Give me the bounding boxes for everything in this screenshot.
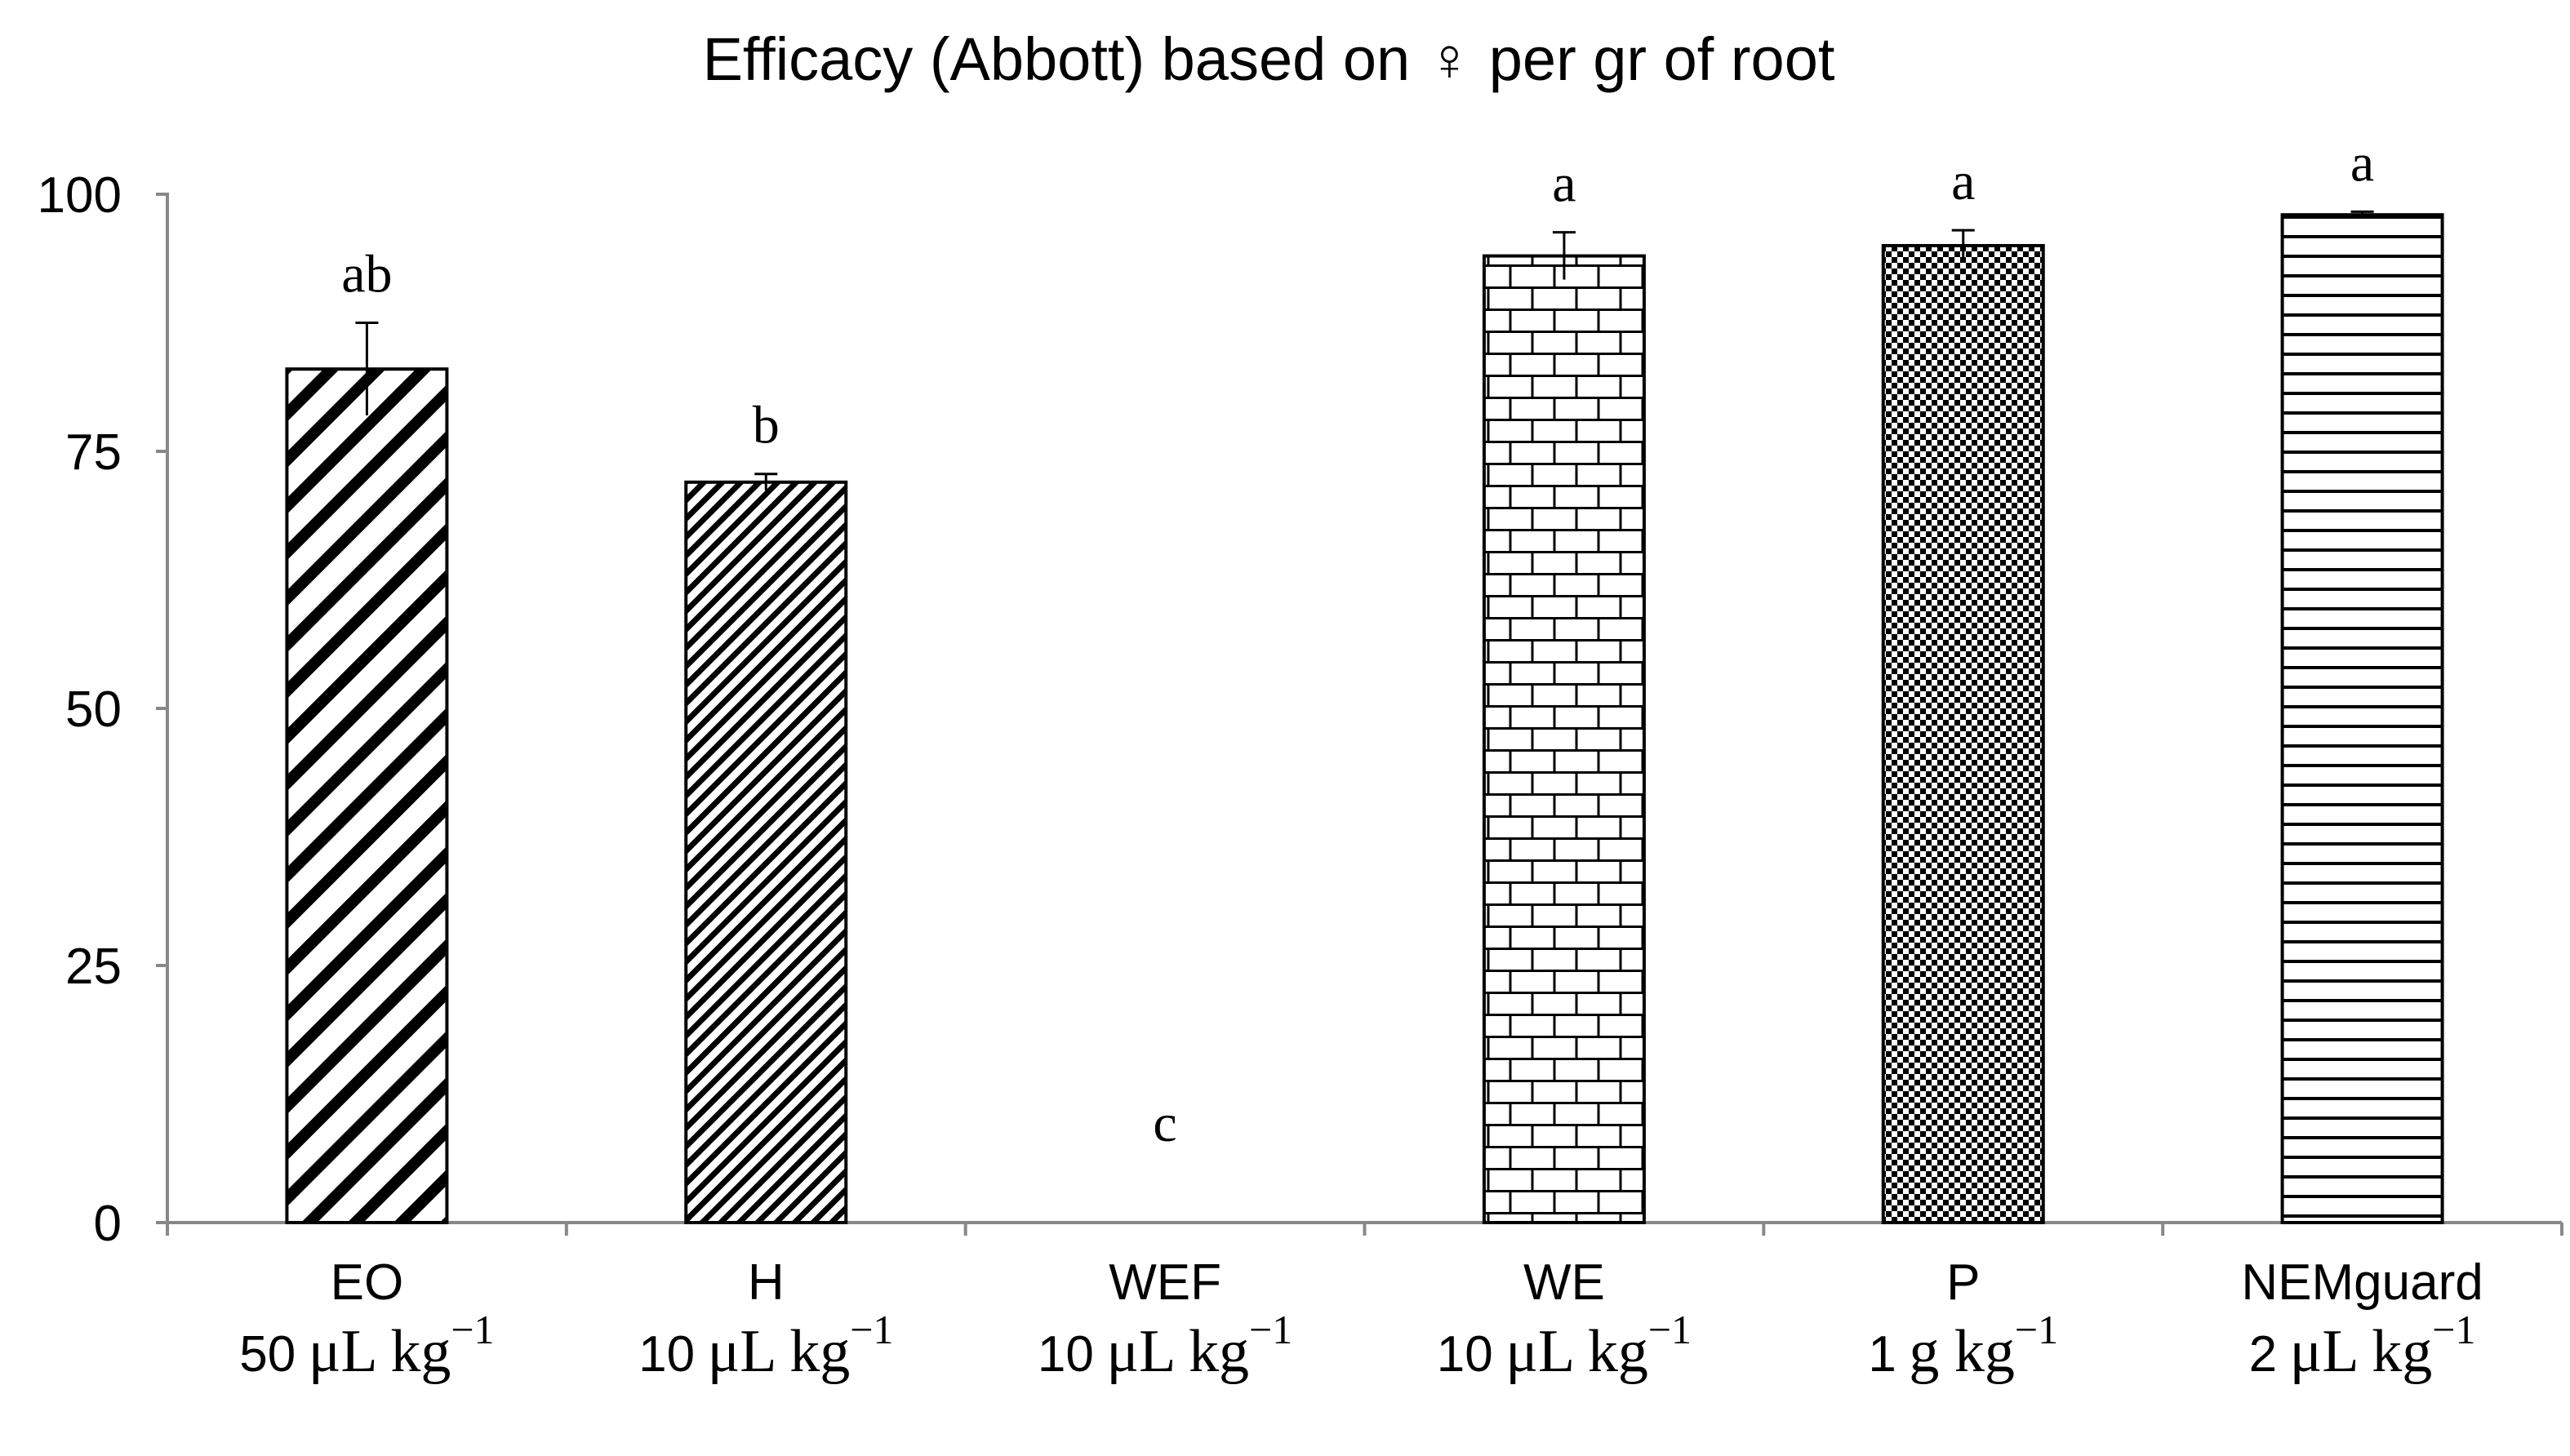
x-category-label: EO [331,1254,404,1311]
significance-letter: ab [341,245,392,304]
bar-h [684,480,848,1224]
y-tick-label: 75 [65,424,122,481]
dose-space [1493,1327,1506,1383]
x-dose-label: 10 μL kg−1 [638,1307,893,1385]
x-category-label: WE [1523,1254,1605,1311]
dose-exponent: −1 [850,1307,893,1352]
dose-value: 1 [1868,1326,1896,1383]
dose-value: 10 [1437,1326,1493,1383]
dose-space [2277,1327,2290,1383]
x-category-label: H [748,1254,785,1311]
y-tick-label: 25 [65,939,122,995]
bar-nemguard [2280,213,2444,1225]
dose-unit: μL kg [1505,1318,1648,1385]
bar-we [1482,254,1646,1225]
x-category-label: P [1946,1254,1980,1311]
significance-letter: a [1552,154,1576,214]
y-tick-label: 50 [65,681,122,738]
significance-letter: a [2350,133,2374,193]
dose-exponent: −1 [451,1307,494,1352]
x-dose-label: 50 μL kg−1 [239,1307,494,1385]
dose-space [1896,1327,1910,1383]
y-tick-label: 0 [94,1196,122,1252]
dose-value: 50 [239,1326,296,1383]
dose-unit: g kg [1909,1318,2015,1385]
dose-exponent: −1 [2432,1307,2475,1352]
dose-unit: μL kg [708,1318,851,1385]
dose-exponent: −1 [1648,1307,1692,1352]
dose-space [695,1327,708,1383]
dose-unit: μL kg [309,1318,451,1385]
dose-value: 2 [2249,1326,2277,1383]
dose-value: 10 [1038,1326,1094,1383]
dose-value: 10 [638,1326,695,1383]
x-category-label: NEMguard [2241,1254,2483,1311]
y-tick-label: 100 [38,167,122,224]
bar-p [1881,244,2045,1224]
dose-exponent: −1 [1249,1307,1292,1352]
dose-unit: μL kg [1106,1318,1249,1385]
x-dose-label: 10 μL kg−1 [1437,1307,1692,1385]
x-category-label: WEF [1109,1254,1221,1311]
x-dose-label: 10 μL kg−1 [1038,1307,1292,1385]
x-dose-label: 1 g kg−1 [1868,1307,2058,1385]
x-dose-label: 2 μL kg−1 [2249,1307,2476,1385]
significance-letter: a [1951,152,1975,211]
dose-unit: μL kg [2290,1318,2433,1385]
bar-eo [285,367,449,1225]
dose-space [1094,1327,1107,1383]
significance-letter: b [753,396,780,455]
significance-letter: c [1153,1094,1176,1153]
chart-title: Efficacy (Abbott) based on ♀ per gr of r… [703,25,1835,93]
dose-exponent: −1 [2015,1307,2058,1352]
dose-space [296,1327,309,1383]
